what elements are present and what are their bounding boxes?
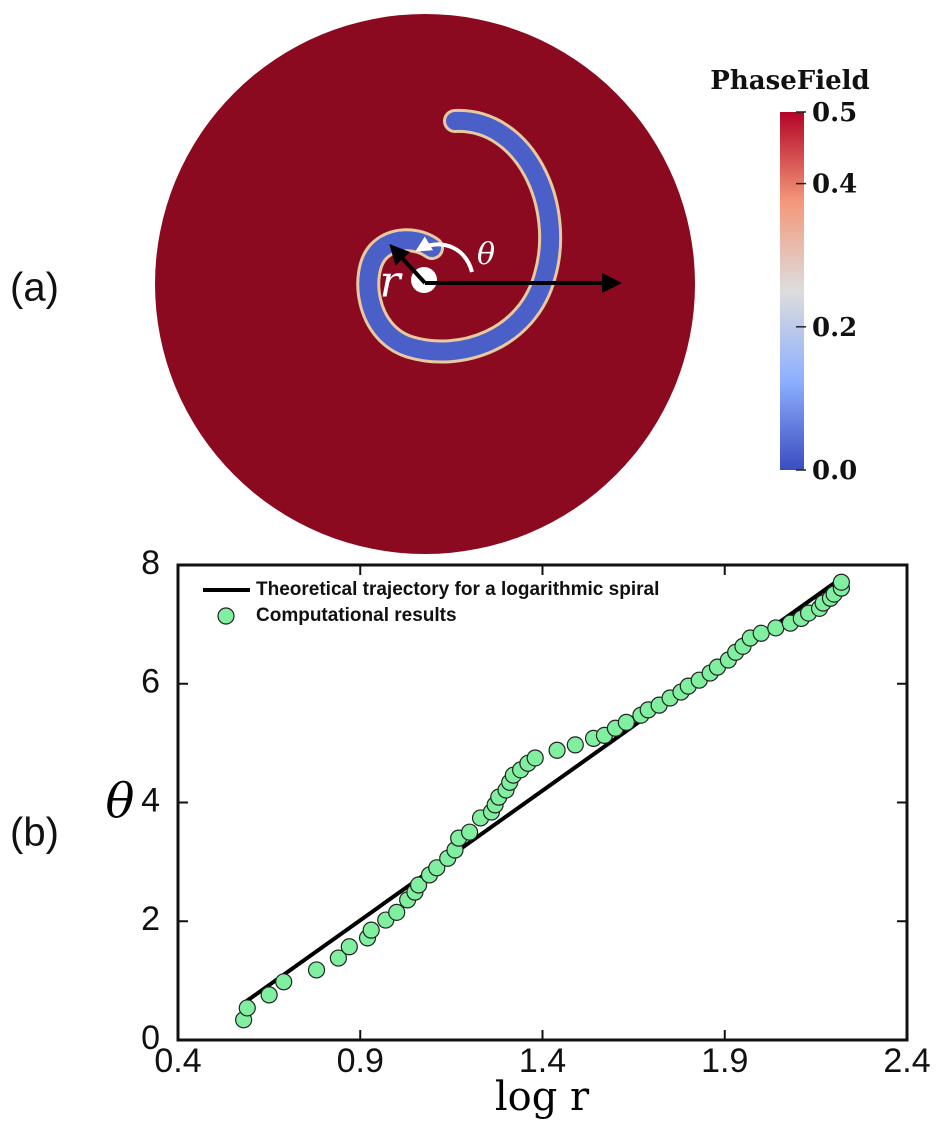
data-point — [428, 859, 446, 877]
y-tick-label: 2 — [141, 900, 160, 938]
legend-label: Computational results — [256, 605, 457, 626]
panel-label: (a) — [10, 266, 59, 310]
colorbar-tick-label: 0.5 — [812, 98, 857, 128]
data-point — [260, 986, 278, 1004]
data-point — [752, 624, 770, 642]
theta-label: θ — [477, 237, 495, 272]
x-tick-label: 1.4 — [519, 1042, 566, 1080]
x-axis-label: log r — [495, 1074, 590, 1120]
legend-swatch — [217, 607, 235, 625]
plot-frame — [176, 563, 909, 1042]
data-point — [275, 973, 293, 991]
data-point — [329, 949, 347, 967]
crack — [359, 111, 560, 361]
data-point — [566, 736, 584, 754]
data-point — [832, 573, 850, 591]
colorbar-tick-label: 0.2 — [812, 313, 857, 343]
y-tick-label: 8 — [141, 544, 160, 582]
y-tick-label: 0 — [141, 1019, 160, 1057]
x-tick-label: 2.4 — [883, 1042, 930, 1080]
y-tick-label: 4 — [141, 781, 160, 819]
colorbar-tick-label: 0.0 — [812, 456, 857, 486]
data-point — [461, 823, 479, 841]
data-point — [340, 938, 358, 956]
data-point — [617, 713, 635, 731]
data-point — [238, 999, 256, 1017]
colorbar — [780, 112, 804, 470]
data-point — [388, 903, 406, 921]
angle-arrow — [415, 236, 474, 273]
colorbar-tick-label: 0.4 — [812, 170, 857, 200]
panel-label: (b) — [10, 811, 59, 855]
data-point — [767, 619, 785, 637]
data-point — [409, 876, 428, 894]
r-label: r — [379, 257, 403, 308]
data-point — [526, 749, 544, 767]
data-point — [362, 921, 380, 939]
legend-label: Theoretical trajectory for a logarithmic… — [256, 579, 659, 600]
x-tick-label: 1.9 — [701, 1042, 748, 1080]
x-tick-label: 0.9 — [337, 1042, 384, 1080]
data-point — [548, 741, 566, 759]
colorbar-title: PhaseField — [710, 66, 869, 96]
data-point — [307, 961, 326, 979]
y-tick-label: 6 — [141, 663, 160, 701]
x-tick-label: 0.4 — [154, 1042, 201, 1080]
radius-arrow — [389, 244, 427, 285]
y-axis-label: θ — [106, 774, 135, 830]
